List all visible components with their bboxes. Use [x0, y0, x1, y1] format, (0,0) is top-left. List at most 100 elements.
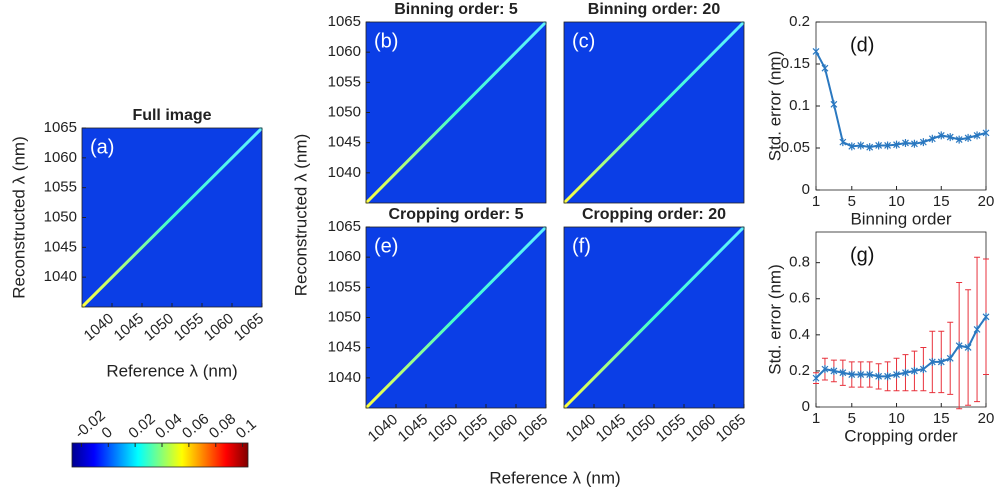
x-tick-label: 1065 [515, 411, 551, 445]
panel-title: Cropping order: 5 [388, 206, 523, 223]
panel-title: Binning order: 5 [394, 1, 518, 18]
data-marker [955, 135, 963, 144]
y-tick-label: 1045 [44, 238, 77, 255]
y-tick-label: 1050 [328, 103, 361, 120]
y-tick-label: 1055 [44, 179, 77, 196]
x-tick-label: 1055 [455, 411, 491, 445]
y-tick-label: 0 [802, 398, 810, 415]
axes-frame [563, 21, 745, 204]
data-marker [964, 133, 972, 142]
panel-letter: (e) [374, 235, 398, 257]
y-tick-label: 1055 [328, 278, 361, 295]
y-tick-label: 0.4 [789, 326, 810, 343]
data-marker [830, 366, 838, 375]
colorbar-tick-label: 0.06 [179, 410, 212, 442]
y-tick-label: 0.2 [789, 13, 810, 30]
data-marker [830, 100, 838, 109]
data-marker [839, 368, 847, 377]
x-tick-label: 1040 [81, 310, 117, 344]
data-marker [821, 365, 829, 374]
data-marker [902, 368, 909, 377]
data-marker [910, 366, 918, 375]
data-marker [821, 64, 829, 73]
data-marker [893, 370, 900, 379]
y-tick-label: 1065 [44, 119, 77, 136]
x-tick-label: 1050 [425, 411, 461, 445]
y-axis-label: Std. error (nm) [765, 264, 784, 375]
data-marker [812, 47, 820, 56]
data-marker [884, 141, 892, 150]
y-tick-label: 1055 [328, 73, 361, 90]
colorbar-tick-label: 0.04 [152, 410, 185, 442]
data-marker [955, 341, 963, 350]
data-marker [875, 372, 883, 381]
data-marker [866, 370, 874, 379]
x-tick-label: 1055 [653, 411, 689, 445]
data-marker [928, 134, 936, 143]
heatmap-diagonal [364, 20, 548, 205]
data-marker [928, 357, 936, 366]
x-tick-label: 15 [933, 193, 950, 210]
data-marker [866, 143, 874, 152]
y-tick-label: 1040 [328, 369, 361, 386]
panel-letter: (g) [850, 244, 874, 266]
x-tick-label: 5 [848, 410, 856, 427]
y-axis-label: Std. error (nm) [765, 51, 784, 162]
x-tick-label: 1060 [485, 411, 521, 445]
data-marker [937, 131, 945, 140]
y-tick-label: 0.6 [789, 290, 810, 307]
axes-frame [815, 231, 987, 408]
y-tick-label: 1065 [328, 218, 361, 235]
heatmap-diagonal [562, 20, 746, 205]
panel-letter: (b) [374, 30, 398, 52]
x-tick-label: 20 [978, 193, 995, 210]
x-tick-label: 10 [888, 193, 905, 210]
x-tick-label: 1065 [231, 310, 267, 344]
shared-x-label: Reference λ (nm) [489, 468, 620, 487]
x-tick-label: 1040 [365, 411, 401, 445]
x-tick-label: 1045 [395, 411, 431, 445]
heatmap-diagonal [562, 225, 746, 410]
y-tick-label: 1060 [328, 248, 361, 265]
y-tick-label: 0 [802, 181, 810, 198]
y-tick-label: 0.1 [789, 97, 810, 114]
data-marker [857, 370, 865, 379]
x-axis-label: Cropping order [844, 426, 958, 445]
panel-letter: (c) [572, 30, 595, 52]
data-marker [964, 343, 972, 352]
x-tick-label: 10 [888, 410, 905, 427]
data-marker [973, 131, 981, 140]
x-tick-label: 1 [812, 410, 820, 427]
data-marker [946, 354, 954, 363]
x-tick-label: 1055 [171, 310, 207, 344]
data-marker [857, 141, 865, 150]
shared-y-label: Reconstructed λ (nm) [291, 134, 310, 297]
x-axis-label: Reference λ (nm) [106, 361, 237, 380]
data-marker [919, 365, 927, 374]
heatmap-diagonal [80, 126, 264, 309]
colorbar-tick-label: 0.1 [233, 416, 260, 442]
x-tick-label: 1045 [593, 411, 629, 445]
data-marker [910, 139, 918, 148]
data-marker [848, 370, 856, 379]
x-tick-label: 1 [812, 193, 820, 210]
data-marker [812, 374, 820, 383]
x-tick-label: 1065 [713, 411, 749, 445]
colorbar-tick-label: 0.08 [206, 410, 239, 442]
panel-letter: (a) [90, 136, 114, 158]
y-tick-label: 1060 [328, 43, 361, 60]
data-marker [875, 141, 883, 150]
panel-title: Full image [132, 107, 211, 124]
x-tick-label: 5 [848, 193, 856, 210]
data-marker [839, 138, 847, 147]
data-marker [982, 312, 990, 321]
data-marker [902, 138, 909, 147]
y-tick-label: 0.15 [781, 55, 810, 72]
panel-title: Binning order: 20 [588, 1, 721, 18]
data-marker [848, 142, 856, 151]
y-tick-label: 1050 [44, 208, 77, 225]
y-axis-label: Reconstructed λ (nm) [9, 136, 28, 299]
x-tick-label: 1050 [141, 310, 177, 344]
x-tick-label: 15 [933, 410, 950, 427]
